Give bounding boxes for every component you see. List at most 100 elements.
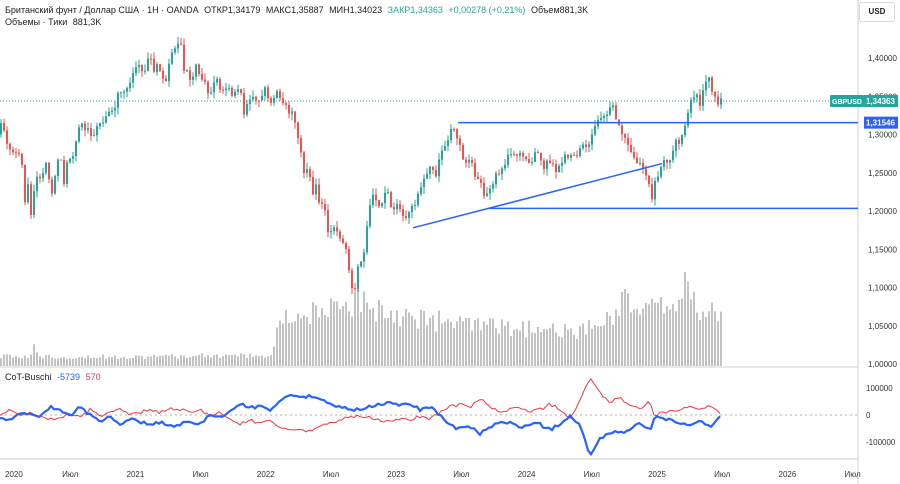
volume-bar [492,318,494,366]
cot-tick-label: 0 [866,411,871,420]
candle-up [366,226,368,253]
candle-down [678,139,680,144]
candle-down [63,159,65,185]
volume-bar [561,337,563,366]
volume-bar [72,358,74,366]
volume-bar [381,305,383,366]
candle-up [261,96,263,101]
volume-bar [114,355,116,366]
candle-down [204,79,206,82]
volume-bar [198,354,200,366]
candle-up [186,70,188,72]
candle-up [171,52,173,64]
candle-down [201,73,203,80]
volume-bar [357,287,359,366]
candle-up [147,58,149,71]
volume-bar [480,330,482,366]
volume-bar [714,311,716,366]
volume-bar [393,322,395,366]
price-tick-label: 1,25000 [868,169,897,178]
volume-bar [183,355,185,366]
volume-bar [327,316,329,366]
candle-up [276,90,278,98]
currency-button[interactable]: USD [859,2,895,22]
candle-up [660,166,662,177]
cot-axis[interactable]: 100000 0 -100000 [866,384,896,447]
candle-down [6,130,8,144]
candle-up [450,129,452,141]
candle-down [339,231,341,239]
volume-bar [15,355,17,366]
volume-bar [117,358,119,366]
candle-up [696,94,698,98]
candle-up [105,116,107,123]
candle-down [321,202,323,204]
volume-bar [279,320,281,366]
candle-up [507,154,509,165]
volume-bar [27,358,29,366]
candle-down [585,144,587,147]
candle-up [72,156,74,159]
volume-bar [57,358,59,366]
volume-bar [531,332,533,366]
volume-bar [573,334,575,366]
candle-down [666,160,668,163]
volume-bar [606,311,608,366]
candle-down [159,64,161,71]
volume-bar [579,326,581,366]
volume-bar [366,302,368,366]
volume-bar [264,357,266,366]
volume-bar [417,328,419,366]
volume-bar [66,358,68,366]
volume-bar [570,328,572,366]
candle-down [279,90,281,99]
candle-up [687,112,689,126]
candle-down [615,105,617,120]
volume-bar [240,353,242,366]
candle-up [438,159,440,177]
candle-down [12,149,14,153]
candle-down [255,97,257,101]
candle-up [414,204,416,206]
volume-bar [585,334,587,366]
symbol-legend[interactable]: Британский фунт / Доллар США · 1Н · OAND… [5,5,591,15]
candle-up [315,184,317,195]
candle-down [84,123,86,130]
time-axis[interactable]: 2020 Июл 2021 Июл 2022 Июл 2023 Июл 2024 Июл 2025 И… [5,470,861,479]
volume-bar [510,335,512,366]
volume-bar [564,324,566,366]
candle-down [39,176,41,179]
volume-bar [174,356,176,366]
candle-down [90,127,92,136]
volume-bar [99,357,101,366]
volume-bar [660,297,662,366]
volume-bars [0,272,722,366]
volume-bar [609,315,611,366]
volume-bar [21,358,23,366]
candle-down [543,160,545,169]
price-tick-label: 1,40000 [868,54,897,63]
candle-down [24,164,26,203]
volume-value: Объем881,3K [530,5,589,15]
candle-down [480,179,482,183]
cot-legend[interactable]: CoT-Buschi -5739 570 [5,372,104,382]
candle-up [174,48,176,53]
volume-bar [135,355,137,366]
volume-bar [294,321,296,366]
candle-up [291,111,293,114]
volume-bar [138,355,140,366]
candle-up [387,192,389,194]
candle-up [408,212,410,218]
volume-bar [132,358,134,366]
candle-up [423,178,425,188]
price-tick-label: 1,20000 [868,207,897,216]
candle-down [324,203,326,211]
volume-bar [261,355,263,366]
volume-bar [108,356,110,366]
volume-legend[interactable]: Объемы · Тики 881,3K [5,17,104,27]
candle-up [168,63,170,82]
candle-down [717,96,719,105]
volume-bar [207,355,209,366]
candle-down [183,44,185,71]
